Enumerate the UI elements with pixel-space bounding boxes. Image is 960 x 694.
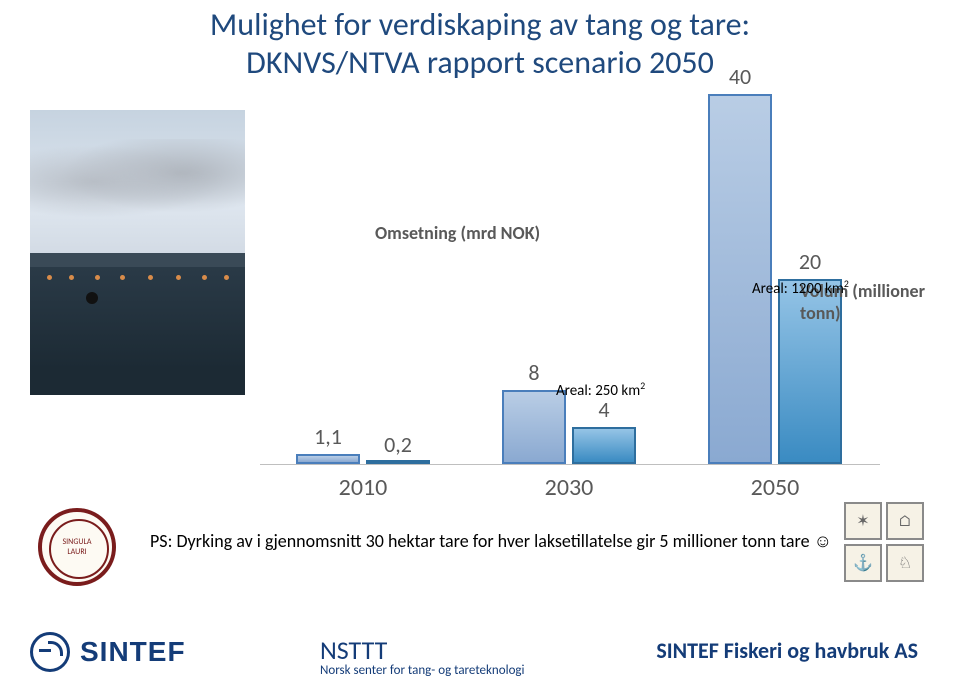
bar-volum-2010 — [366, 460, 430, 464]
ntnu-crest-icon: ✶ ⌂ ⚓ ♘ — [840, 500, 930, 590]
slide: Mulighet for verdiskaping av tang og tar… — [0, 0, 960, 694]
value-label-volum-2030: 4 — [572, 396, 636, 423]
value-label-volum-2050: 20 — [778, 248, 842, 275]
bar-omsetning-2030 — [502, 390, 566, 464]
title-line1: Mulighet for verdiskaping av tang og tar… — [210, 5, 750, 44]
sintef-mark-icon — [30, 632, 70, 672]
bar-omsetning-2010 — [296, 454, 360, 464]
value-label-omsetning-2050: 40 — [708, 63, 772, 90]
nsttt-block: NSTTT Norsk senter for tang- og taretekn… — [320, 637, 525, 678]
seaweed-farm-photo — [30, 110, 245, 395]
bar-volum-2030 — [572, 427, 636, 464]
bar-group-2010: 1,10,2 — [260, 94, 466, 464]
title-line2: DKNVS/NTVA rapport scenario 2050 — [246, 43, 714, 82]
sintef-logo: SINTEF — [30, 632, 186, 672]
nsttt-title: NSTTT — [320, 637, 525, 663]
bar-chart: 1,10,2844020 2010 2030 2050 — [260, 95, 880, 505]
footer-right-text: SINTEF Fiskeri og havbruk AS — [656, 637, 918, 664]
dknvs-seal-label: SINGULALAURI — [38, 508, 116, 586]
x-category-0: 2010 — [260, 473, 466, 502]
footnote-text: PS: Dyrking av i gjennomsnitt 30 hektar … — [150, 530, 832, 552]
bar-group-2030: 84 — [466, 94, 672, 464]
annotation-1: Areal: 1200 km2 — [752, 278, 849, 298]
annotation-0: Areal: 250 km2 — [556, 380, 645, 400]
sintef-wordmark: SINTEF — [80, 636, 186, 668]
legend-series-a: Omsetning (mrd NOK) — [375, 222, 540, 244]
value-label-omsetning-2010: 1,1 — [296, 423, 360, 450]
value-label-volum-2010: 0,2 — [366, 431, 430, 458]
slide-title: Mulighet for verdiskaping av tang og tar… — [0, 6, 960, 83]
x-category-1: 2030 — [466, 473, 672, 502]
x-axis-line — [260, 464, 880, 465]
x-category-2: 2050 — [672, 473, 878, 502]
nsttt-subtitle: Norsk senter for tang- og tareteknologi — [320, 663, 525, 678]
